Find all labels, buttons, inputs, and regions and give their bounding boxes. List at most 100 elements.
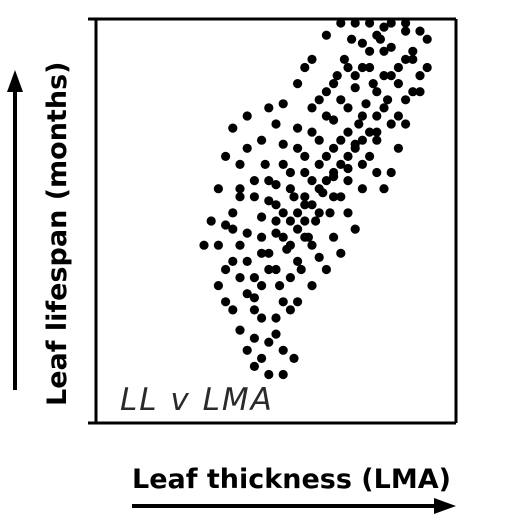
data-point — [365, 127, 375, 137]
data-point — [357, 159, 367, 169]
data-point — [228, 305, 238, 315]
data-point — [321, 30, 331, 40]
data-point — [401, 54, 411, 64]
data-point — [365, 18, 375, 28]
data-point — [408, 87, 418, 97]
data-point — [221, 297, 231, 307]
data-point — [357, 184, 367, 194]
data-point — [264, 248, 274, 258]
data-point — [386, 167, 396, 178]
data-point — [350, 71, 360, 81]
data-point — [257, 281, 267, 291]
data-point — [350, 18, 360, 28]
data-point — [235, 159, 245, 169]
data-point — [235, 184, 245, 194]
data-point — [271, 180, 281, 190]
data-point — [264, 369, 274, 380]
data-point — [199, 240, 209, 250]
data-point — [401, 18, 411, 28]
data-point — [257, 248, 267, 258]
data-point — [422, 34, 432, 44]
data-point — [285, 273, 295, 283]
data-point — [235, 273, 245, 283]
data-point — [213, 240, 223, 250]
data-point — [311, 216, 321, 226]
data-point — [242, 256, 252, 266]
data-point — [293, 297, 303, 307]
data-point — [329, 192, 339, 202]
data-point — [307, 127, 317, 137]
data-point — [336, 95, 346, 105]
data-point — [257, 313, 267, 323]
data-point — [300, 167, 310, 178]
data-point — [206, 216, 216, 226]
data-point — [264, 176, 274, 186]
data-point — [278, 208, 288, 218]
data-point — [278, 345, 288, 355]
data-point — [408, 46, 418, 56]
data-point — [249, 192, 259, 202]
data-point — [336, 159, 346, 169]
data-point — [401, 26, 411, 36]
data-point — [314, 184, 324, 194]
data-point — [278, 297, 288, 307]
data-point — [350, 143, 360, 153]
data-point — [278, 369, 288, 380]
data-point — [278, 232, 288, 242]
data-point — [379, 103, 389, 113]
data-point — [249, 176, 259, 186]
data-point — [343, 208, 353, 218]
data-point — [422, 62, 432, 73]
data-point — [372, 87, 382, 97]
data-point — [372, 167, 382, 178]
data-point — [242, 345, 252, 355]
data-point — [314, 208, 324, 218]
data-point — [271, 216, 281, 226]
data-point — [278, 139, 288, 149]
data-point — [325, 208, 335, 218]
data-point — [249, 333, 259, 343]
data-point — [300, 62, 310, 73]
data-point — [249, 361, 259, 371]
data-point — [289, 353, 299, 363]
data-point — [354, 119, 364, 129]
data-point — [415, 87, 425, 97]
data-point — [228, 256, 238, 266]
data-point — [343, 62, 353, 73]
data-point — [235, 325, 245, 335]
data-point — [314, 95, 324, 105]
data-point — [347, 34, 357, 44]
data-point — [321, 87, 331, 97]
data-point — [257, 135, 267, 145]
data-point — [336, 18, 346, 28]
data-point — [242, 111, 252, 121]
data-point — [415, 26, 425, 36]
data-point — [343, 176, 353, 186]
data-point — [339, 54, 349, 64]
data-point — [293, 256, 303, 266]
data-point — [228, 208, 238, 218]
data-point — [393, 143, 403, 153]
data-point — [343, 103, 353, 113]
data-point — [383, 95, 393, 105]
data-point — [213, 184, 223, 194]
data-point — [332, 71, 342, 81]
data-point — [307, 200, 317, 210]
data-point — [343, 163, 353, 174]
data-point — [278, 159, 288, 169]
data-point — [314, 135, 324, 145]
data-point — [321, 151, 331, 161]
data-point — [307, 103, 317, 113]
data-point — [285, 240, 295, 250]
data-point — [365, 62, 375, 73]
data-point — [221, 220, 231, 230]
data-point — [415, 71, 425, 81]
data-point — [257, 212, 267, 222]
data-point — [386, 42, 396, 52]
data-point — [242, 228, 252, 238]
data-point — [386, 18, 396, 28]
data-point — [386, 119, 396, 129]
data-point — [271, 264, 281, 275]
data-point — [278, 99, 288, 109]
data-point — [300, 200, 310, 210]
